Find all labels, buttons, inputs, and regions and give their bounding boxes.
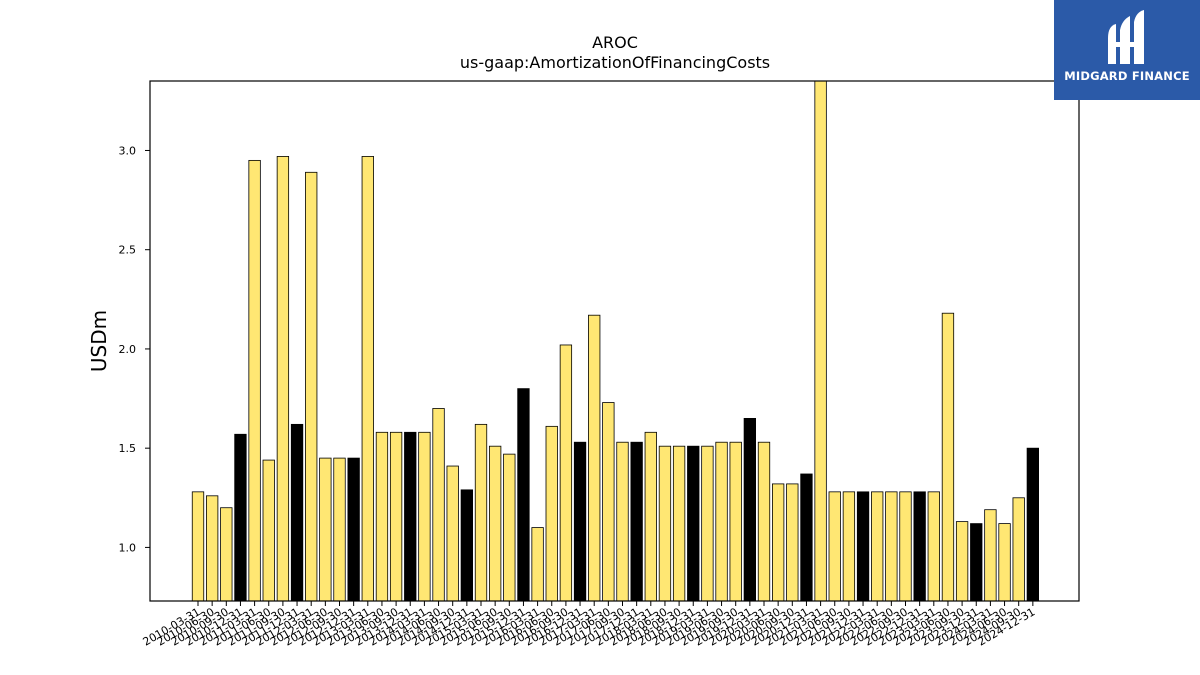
y-tick-label: 1.5	[119, 442, 137, 455]
bar-2022-09-30	[899, 491, 912, 602]
bar-2023-06-30	[941, 312, 955, 602]
bar-2016-12-31	[573, 441, 587, 602]
bar-2021-09-30	[842, 491, 856, 602]
bar-2012-12-31	[347, 457, 360, 602]
bar-2021-06-30	[828, 491, 841, 602]
bar-2014-03-31	[418, 431, 431, 602]
y-tick-label: 1.0	[119, 541, 137, 554]
bar-2010-06-30	[205, 495, 219, 602]
bar-2018-06-30	[658, 445, 672, 602]
bar-2019-03-31	[701, 445, 714, 602]
bar-2012-06-30	[319, 457, 332, 602]
bar-2011-06-30	[262, 459, 275, 602]
bar-2012-03-31	[305, 171, 318, 602]
bar-2016-09-30	[559, 344, 573, 602]
bar-2024-06-30	[998, 523, 1011, 602]
bar-2023-03-31	[927, 491, 940, 602]
plot-frame	[149, 80, 1080, 602]
bar-2022-06-30	[885, 491, 898, 602]
logo-mark-icon	[1108, 10, 1144, 64]
bar-2010-03-31	[191, 491, 205, 602]
bar-2017-03-31	[588, 314, 601, 602]
bar-2018-03-31	[644, 431, 657, 602]
bar-2018-09-30	[672, 445, 686, 602]
bar-2014-06-30	[432, 408, 445, 602]
bar-2017-06-30	[602, 402, 615, 602]
bar-2012-09-30	[333, 457, 346, 602]
y-tick-label: 2.5	[119, 244, 137, 257]
bar-2013-03-31	[361, 156, 374, 602]
bar-2014-09-30	[446, 465, 459, 602]
brand-logo: MIDGARD FINANCE	[1054, 0, 1200, 100]
bar-2021-03-31	[814, 80, 827, 602]
bar-2022-12-31	[913, 491, 926, 602]
bar-2020-12-31	[800, 473, 813, 602]
bar-2011-03-31	[248, 159, 261, 602]
bar-2010-09-30	[220, 507, 233, 602]
bar-2023-12-31	[970, 523, 983, 602]
bar-2017-12-31	[630, 441, 643, 602]
bar-2016-03-31	[531, 527, 544, 602]
logo-text: MIDGARD FINANCE	[1064, 69, 1190, 83]
bar-2021-12-31	[856, 491, 870, 602]
bar-2014-12-31	[460, 489, 474, 602]
bar-2020-09-30	[786, 483, 799, 602]
y-axis-label: USDm	[87, 310, 111, 372]
bar-2015-09-30	[503, 453, 516, 602]
bar-2019-09-30	[729, 441, 742, 602]
y-ticks-group: 1.0 1.5 2.0 2.5 3.0	[119, 144, 150, 554]
bar-2016-06-30	[545, 425, 558, 602]
y-tick-label: 2.0	[119, 343, 137, 356]
bar-2020-06-30	[772, 483, 785, 602]
bar-2018-12-31	[687, 445, 700, 602]
bar-2010-12-31	[234, 433, 247, 602]
bar-2023-09-30	[955, 521, 969, 602]
bar-2024-03-31	[984, 509, 997, 602]
bar-2013-12-31	[404, 431, 417, 602]
bar-2015-03-31	[474, 423, 488, 602]
bar-2019-12-31	[743, 417, 756, 602]
bar-2022-03-31	[871, 491, 884, 602]
bars-group	[191, 80, 1039, 602]
bar-2013-09-30	[389, 431, 403, 602]
bar-2019-06-30	[715, 441, 728, 602]
bar-2024-12-31	[1026, 447, 1039, 602]
bar-2015-12-31	[517, 388, 530, 602]
bar-2013-06-30	[375, 431, 389, 602]
bar-2011-09-30	[276, 156, 290, 602]
bar-2011-12-31	[290, 423, 304, 602]
bar-2024-09-30	[1012, 497, 1025, 602]
chart-subtitle: us-gaap:AmortizationOfFinancingCosts	[460, 53, 770, 72]
bar-2020-03-31	[757, 441, 771, 602]
bar-2015-06-30	[488, 445, 502, 602]
chart-title: AROC	[592, 33, 638, 52]
y-tick-label: 3.0	[119, 144, 137, 157]
bar-2017-09-30	[616, 441, 629, 602]
x-ticks-group: 2010-03-312010-06-302010-09-302010-12-31…	[141, 601, 1037, 649]
